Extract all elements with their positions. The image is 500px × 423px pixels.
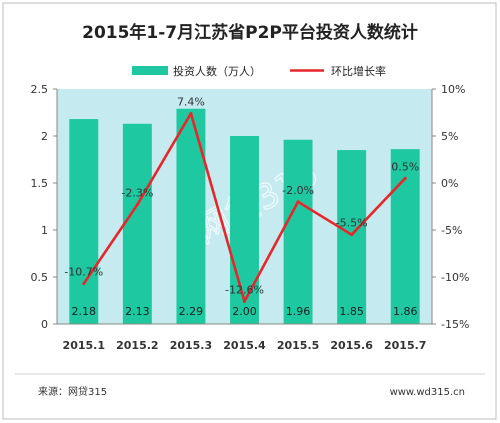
right-tick-label: 0%: [441, 177, 458, 190]
chart-title: 2015年1-7月江苏省P2P平台投资人数统计: [82, 22, 418, 43]
x-tick-label: 2015.1: [63, 339, 105, 352]
growth-rate-label: -10.7%: [64, 266, 103, 279]
footer-website[interactable]: www.wd315.cn: [390, 387, 465, 398]
line-series: -10.7% -2.3% 7.4% -12.6% -2.0% -5.5% 0.5%: [64, 95, 419, 303]
right-tick-label: 5%: [441, 130, 458, 143]
bar-value-label: 2.18: [72, 305, 97, 318]
right-tick-label: 10%: [441, 83, 465, 96]
bar-value-label: 1.86: [393, 305, 418, 318]
growth-rate-label: 7.4%: [177, 95, 205, 108]
growth-rate-label: -2.0%: [282, 184, 314, 197]
x-tick-label: 2015.2: [116, 339, 158, 352]
left-tick-label: 1.5: [31, 177, 49, 190]
x-tick-label: 2015.5: [277, 339, 319, 352]
right-tick-label: -10%: [441, 271, 469, 284]
legend-swatch-bar: [132, 66, 168, 75]
growth-point-2015.4[interactable]: [243, 299, 246, 303]
left-tick-label: 0: [41, 318, 48, 331]
x-tick-label: 2015.3: [170, 339, 212, 352]
bar-2015.6[interactable]: [337, 150, 367, 324]
bar-value-label: 2.29: [179, 305, 204, 318]
bar-value-label: 2.00: [232, 305, 257, 318]
left-tick-label: 2.5: [31, 83, 49, 96]
x-tick-label: 2015.6: [330, 339, 373, 352]
bar-2015.3[interactable]: [176, 108, 206, 325]
right-tick-label: -5%: [441, 224, 462, 237]
growth-point-2015.3[interactable]: [189, 111, 193, 115]
growth-point-2015.5[interactable]: [296, 200, 300, 204]
growth-point-2015.1[interactable]: [82, 282, 86, 286]
legend-label-bar: 投资人数（万人）: [173, 64, 261, 78]
growth-rate-label: -2.3%: [121, 187, 153, 200]
bar-2015.2[interactable]: [122, 123, 152, 324]
growth-point-2015.7[interactable]: [403, 176, 407, 180]
growth-rate-label: -12.6%: [225, 283, 264, 296]
growth-rate-label: -5.5%: [336, 217, 368, 230]
growth-point-2015.2[interactable]: [135, 203, 139, 207]
bar-2015.4[interactable]: [230, 136, 259, 324]
x-tick-label: 2015.4: [223, 339, 266, 352]
footer-source: 来源：网贷315: [38, 385, 107, 398]
legend: 投资人数（万人） 环比增长率: [132, 64, 386, 78]
left-tick-label: 2: [41, 130, 48, 143]
growth-point-2015.6[interactable]: [350, 233, 354, 237]
bar-series: 2.18 2.13 2.29 2.00 1.96 1.85 1.86: [69, 108, 420, 325]
axes: 0 0.5 1 1.5 2 2.5 -15% -10% -5% 0% 5% 10% 2015.1 2015…: [31, 83, 470, 352]
x-tick-label: 2015.7: [384, 339, 426, 352]
bar-value-label: 2.13: [125, 305, 150, 318]
left-tick-label: 1: [41, 224, 48, 237]
bar-2015.5[interactable]: [283, 139, 313, 324]
bar-2015.7[interactable]: [390, 149, 420, 324]
bar-2015.1[interactable]: [69, 119, 99, 324]
bar-value-label: 1.96: [286, 305, 311, 318]
bar-value-label: 1.85: [339, 305, 364, 318]
left-tick-label: 0.5: [31, 271, 49, 284]
legend-label-line: 环比增长率: [331, 64, 386, 78]
growth-rate-label: 0.5%: [391, 160, 419, 173]
right-tick-label: -15%: [441, 318, 469, 331]
